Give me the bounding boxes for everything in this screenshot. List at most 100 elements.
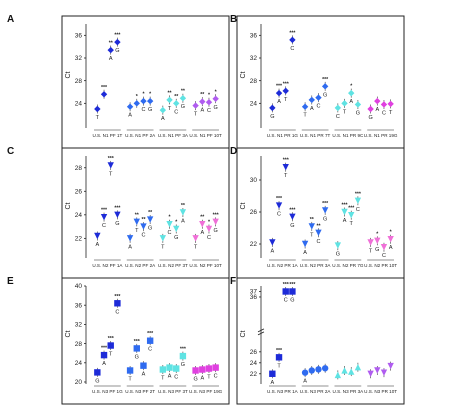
data-point <box>126 235 134 242</box>
point-label: T <box>389 110 393 116</box>
panel-letter: D <box>230 146 237 157</box>
data-point <box>348 212 355 219</box>
significance-label: *** <box>283 158 290 164</box>
significance-label: *** <box>276 84 283 90</box>
y-tick-label: 36 <box>250 33 258 40</box>
y-axis-title: Ct <box>240 202 247 209</box>
sample-group: U.S. N2 PR 1A A C *** T *** G *** <box>267 158 299 268</box>
point-label: C <box>148 347 152 353</box>
data-point <box>173 365 180 372</box>
data-point <box>94 232 101 240</box>
point-label: T <box>207 375 211 381</box>
significance-label: *** <box>108 336 115 342</box>
data-point <box>289 288 296 295</box>
significance-label: * <box>208 219 211 225</box>
group-label: U.S. N3 PR 2A <box>300 389 332 394</box>
point-label: A <box>271 248 275 254</box>
data-point <box>205 225 213 233</box>
data-point <box>199 98 206 105</box>
significance-label: ** <box>310 217 315 223</box>
significance-label: ** <box>141 217 146 223</box>
point-label: A <box>96 242 100 248</box>
group-label: U.S. N1 PR 19G <box>364 133 398 138</box>
significance-label: *** <box>101 208 108 214</box>
point-label: G <box>115 221 119 227</box>
y-tick-label: 32 <box>75 322 83 329</box>
point-label: A <box>109 56 113 62</box>
y-axis-title: Ct <box>240 71 247 78</box>
y-tick-label: 22 <box>250 241 258 248</box>
data-point <box>269 239 276 246</box>
point-label: T <box>350 221 354 227</box>
y-tick-label: 28 <box>75 341 83 348</box>
sample-group: U.S. N3 PF 3T T A C G *** <box>158 347 188 394</box>
y-axis-title: Ct <box>65 71 72 78</box>
data-point <box>354 197 362 204</box>
significance-label: ** <box>148 210 153 216</box>
point-label: C <box>214 374 218 380</box>
point-label: A <box>128 113 132 119</box>
point-label: C <box>174 109 178 115</box>
point-label: T <box>161 244 165 250</box>
point-label: T <box>277 363 281 369</box>
panel-letter: E <box>7 276 14 287</box>
point-label: G <box>290 297 294 303</box>
point-label: C <box>141 233 145 239</box>
point-label: G <box>375 247 379 253</box>
sample-group: U.S. N1 PF 2A A * C * G * <box>125 92 156 138</box>
data-point <box>367 370 374 377</box>
data-point <box>354 363 362 371</box>
panel-letter: C <box>7 146 14 157</box>
y-tick-label: 24 <box>75 101 83 108</box>
data-point <box>166 364 173 371</box>
point-label: C <box>316 239 320 245</box>
data-point <box>301 103 309 110</box>
significance-label: *** <box>289 282 296 288</box>
significance-label: *** <box>355 191 362 197</box>
data-point <box>321 207 329 214</box>
point-label: A <box>277 99 281 105</box>
y-tick-label: 24 <box>250 360 258 367</box>
significance-label: * <box>208 93 211 99</box>
point-label: G <box>115 48 119 54</box>
data-point <box>269 370 276 377</box>
data-point <box>289 36 296 44</box>
point-label: T <box>194 244 198 250</box>
group-label: U.S. N1 PF 1T <box>92 133 122 138</box>
significance-label: ** <box>200 215 205 221</box>
point-label: G <box>95 378 99 384</box>
data-point <box>315 366 322 373</box>
significance-label: *** <box>101 346 108 352</box>
data-point <box>282 164 289 171</box>
data-point <box>374 367 381 374</box>
point-label: A <box>168 374 172 380</box>
group-label: U.S. N3 PR 3A <box>333 389 365 394</box>
significance-label: ** <box>316 223 321 229</box>
point-label: G <box>368 115 372 121</box>
point-label: G <box>181 362 185 368</box>
data-point <box>315 229 322 236</box>
data-point <box>334 371 342 379</box>
significance-label: * <box>175 219 178 225</box>
data-point <box>94 105 101 113</box>
point-label: C <box>141 107 145 113</box>
sample-group: U.S. N1 PR 1G G A *** T *** C *** <box>267 30 299 138</box>
data-point <box>159 366 167 373</box>
data-point <box>100 351 108 359</box>
data-point <box>354 101 362 108</box>
group-label: U.S. N2 PR 7G <box>332 263 364 268</box>
data-point <box>199 221 206 228</box>
data-point <box>205 365 213 372</box>
significance-label: * <box>215 89 218 95</box>
point-label: A <box>303 250 307 256</box>
point-label: G <box>290 223 294 229</box>
data-point <box>315 94 322 101</box>
y-tick-label: 26 <box>250 209 258 216</box>
data-point <box>321 365 329 372</box>
point-label: G <box>135 354 139 360</box>
data-point <box>275 89 283 97</box>
data-point <box>114 300 121 307</box>
point-label: C <box>207 235 211 241</box>
